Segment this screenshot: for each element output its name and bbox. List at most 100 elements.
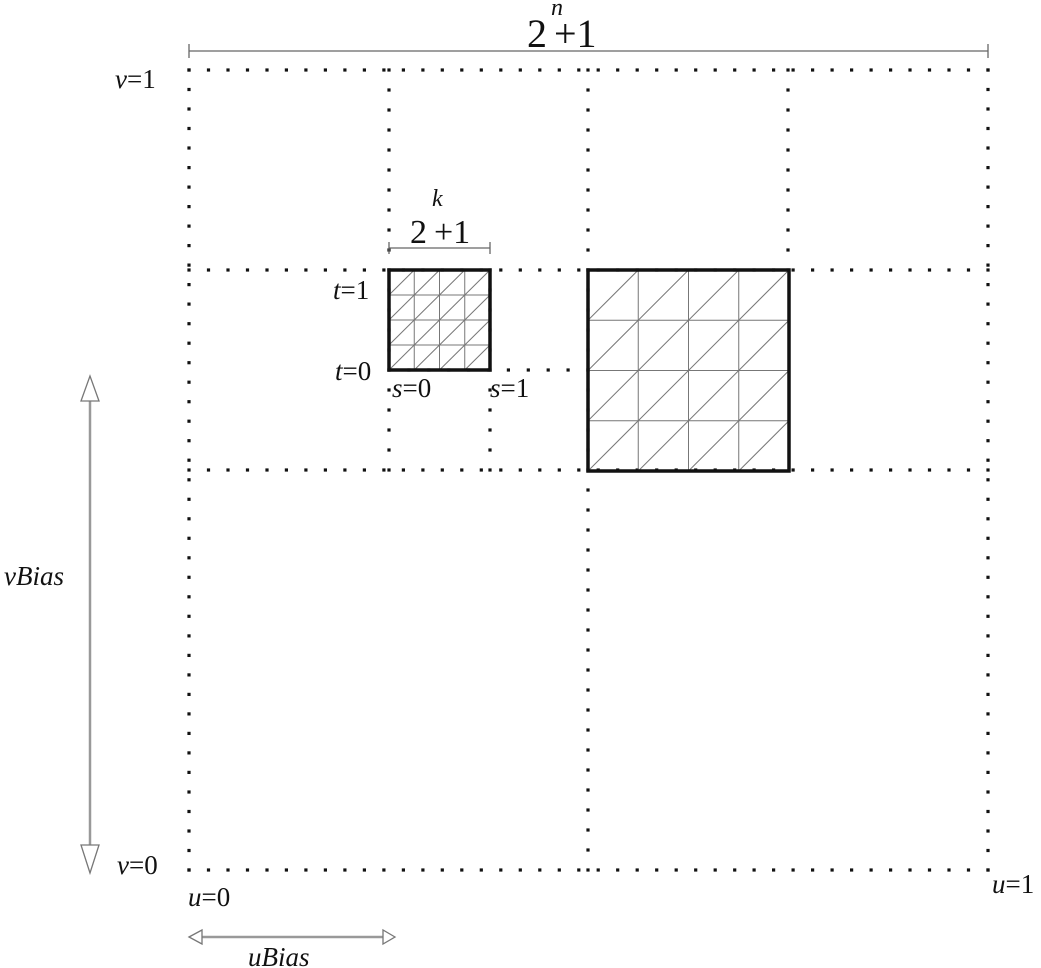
label-ubias: uBias: [248, 942, 310, 968]
mesh-line: [738, 370, 790, 422]
mesh-line: [464, 344, 491, 371]
mesh-line: [738, 269, 790, 321]
grid-dot: [986, 458, 990, 462]
mesh-line: [413, 294, 440, 321]
grid-dot: [811, 468, 815, 472]
grid-dot: [187, 268, 191, 272]
grid-dot: [586, 128, 590, 132]
grid-dot: [830, 268, 834, 272]
mesh-line: [738, 420, 790, 472]
grid-dot: [586, 508, 590, 512]
grid-dot: [518, 468, 522, 472]
grid-dot: [596, 868, 600, 872]
small-dimension-exponent: k: [432, 186, 443, 212]
grid-dot: [479, 468, 483, 472]
grid-dot: [811, 68, 815, 72]
grid-dot: [986, 575, 990, 579]
grid-dot: [187, 283, 191, 287]
grid-dot: [401, 468, 405, 472]
grid-dot: [674, 68, 678, 72]
grid-dot: [187, 751, 191, 755]
label-t-equals-1: t=1: [333, 275, 369, 305]
grid-dot: [786, 168, 790, 172]
grid-dot: [187, 517, 191, 521]
grid-dot: [479, 868, 483, 872]
grid-dot: [518, 68, 522, 72]
grid-dot: [586, 648, 590, 652]
grid-dot: [421, 468, 425, 472]
grid-dot: [586, 168, 590, 172]
grid-dot: [986, 166, 990, 170]
label-v-equals-0: v=0: [117, 850, 158, 880]
grid-dot: [586, 748, 590, 752]
top-dimension-exponent: n: [551, 0, 563, 21]
grid-dot: [850, 868, 854, 872]
grid-dot: [187, 68, 191, 72]
grid-dot: [226, 268, 230, 272]
grid-dot: [187, 497, 191, 501]
grid-dot: [986, 848, 990, 853]
grid-dot: [596, 68, 600, 72]
grid-dot: [752, 68, 756, 72]
grid-dot: [187, 653, 191, 657]
grid-dot: [362, 468, 366, 472]
grid-dot: [323, 68, 327, 72]
grid-dot: [187, 478, 191, 482]
grid-dot: [889, 468, 893, 472]
grid-dot: [265, 468, 269, 472]
grid-dot: [947, 268, 951, 272]
mesh-line: [738, 319, 790, 371]
grid-dot: [323, 268, 327, 272]
grid-dot: [752, 868, 756, 872]
grid-dot: [586, 868, 590, 872]
grid-dot: [187, 302, 191, 306]
grid-dot: [577, 868, 581, 872]
grid-dot: [187, 341, 191, 345]
grid-dot: [343, 68, 347, 72]
grid-dot: [986, 614, 990, 618]
grid-dot: [187, 361, 191, 365]
grid-dot: [187, 87, 191, 92]
grid-dot: [387, 168, 391, 172]
grid-dot: [986, 185, 990, 189]
grid-dot: [986, 341, 990, 345]
grid-dot: [187, 458, 191, 462]
grid-dot: [538, 68, 542, 72]
grid-dot: [986, 146, 990, 150]
grid-dot: [927, 468, 932, 472]
mesh-line: [464, 269, 491, 296]
grid-dot: [488, 448, 492, 452]
grid-dot: [226, 68, 230, 72]
grid-dot: [986, 126, 990, 131]
grid-dot: [586, 608, 590, 612]
grid-dot: [187, 692, 191, 696]
grid-dot: [694, 868, 698, 872]
grid-dot: [947, 468, 951, 472]
label-vbias: vBias: [4, 561, 64, 591]
grid-dot: [557, 468, 561, 472]
grid-dot: [401, 868, 405, 872]
grid-dot: [586, 808, 590, 812]
grid-dot: [655, 868, 659, 872]
small-dimension-line: [388, 242, 491, 254]
large-patch-mesh: [587, 269, 790, 472]
grid-dot: [791, 468, 795, 472]
grid-dot: [187, 673, 191, 677]
mesh-line: [637, 319, 689, 371]
grid-dot: [927, 68, 932, 72]
grid-dot: [245, 468, 250, 472]
grid-dot: [440, 68, 444, 72]
grid-dot: [187, 400, 191, 404]
grid-dot: [830, 868, 834, 872]
grid-dot: [986, 439, 990, 443]
grid-dot: [460, 68, 464, 72]
mesh-line: [439, 344, 466, 371]
mesh-line: [413, 344, 440, 371]
grid-dot: [986, 653, 990, 657]
grid-dot: [586, 768, 590, 772]
mesh-line: [413, 319, 440, 346]
grid-dot: [986, 205, 990, 209]
grid-dot: [986, 361, 990, 365]
grid-dot: [382, 868, 386, 872]
mesh-line: [587, 319, 639, 371]
